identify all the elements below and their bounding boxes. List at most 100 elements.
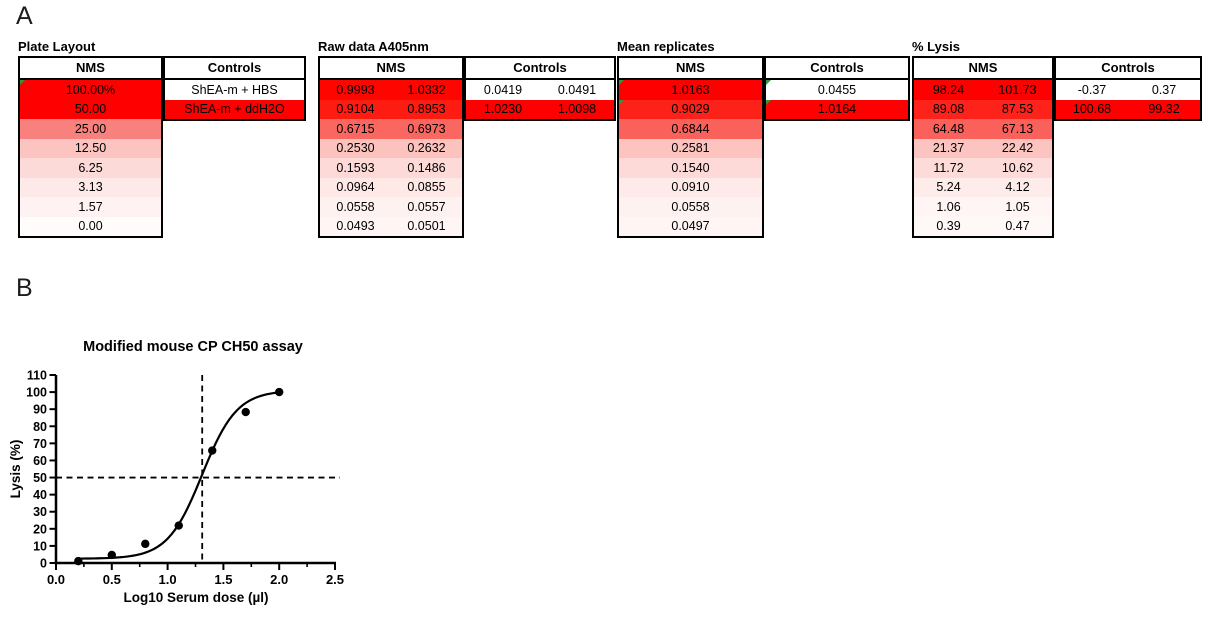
table-cell: 0.6973: [391, 119, 462, 139]
column-header: NMS: [914, 58, 1052, 80]
table-row: 25.00: [20, 119, 161, 139]
table-block: Controls 0.0455 1.0164: [764, 56, 910, 121]
table-row: 0.0493 0.0501: [320, 216, 462, 236]
table-cell: 0.1486: [391, 158, 462, 178]
table-cell: 22.42: [983, 138, 1052, 158]
table-cell: 0.0491: [540, 80, 614, 100]
ch50-chart: Modified mouse CP CH50 assay 0 10 20 30 40 50 6…: [8, 339, 344, 605]
panel-b-label: B: [16, 274, 33, 302]
data-point: [141, 539, 150, 549]
plate-layout-table: Plate Layout NMS 100.00% 50.00 25.00 12.50 6.…: [18, 38, 306, 238]
table-cell: 0.0497: [619, 216, 762, 236]
table-row: 0.0558: [619, 197, 762, 217]
table-row: 1.06 1.05: [914, 197, 1052, 217]
table-cell: 98.24: [914, 80, 983, 100]
table-cell: 0.9029: [619, 99, 762, 119]
table-row: 0.0558 0.0557: [320, 197, 462, 217]
column-header: NMS: [320, 58, 462, 80]
table-block: NMS 1.0163 0.9029 0.6844 0.2581 0.1540 0.0910 0…: [617, 56, 764, 238]
data-point: [174, 521, 183, 530]
table-cell: 99.32: [1128, 99, 1200, 119]
table-cell: 1.0163: [619, 80, 762, 100]
table-cell: 1.0230: [466, 99, 540, 119]
table-cell: 0.0557: [391, 197, 462, 217]
table-title: Plate Layout: [18, 39, 96, 54]
table-blocks: NMS 100.00% 50.00 25.00 12.50 6.25 3.13 1.57 0.0…: [18, 56, 306, 238]
table-blocks: NMS 0.9993 1.0332 0.9104 0.8953 0.6715 0.6973 0…: [318, 56, 616, 238]
table-cell: 1.0332: [391, 80, 462, 100]
table-row: 64.48 67.13: [914, 119, 1052, 139]
x-tick-label: 1.5: [214, 572, 232, 587]
table-cell: 87.53: [983, 99, 1052, 119]
table-block: Controls 0.0419 0.0491 1.0230 1.0098: [464, 56, 616, 121]
table-cell: 0.2581: [619, 138, 762, 158]
column-header: Controls: [165, 58, 304, 80]
table-row: 0.1540: [619, 158, 762, 178]
table-cell: 1.06: [914, 197, 983, 217]
x-tick-label: 0.0: [47, 572, 65, 587]
table-cell: 89.08: [914, 99, 983, 119]
panel-a-label: A: [16, 2, 33, 30]
y-tick-label: 0: [40, 557, 47, 571]
table-row: 0.0910: [619, 177, 762, 197]
table-cell: 4.12: [983, 177, 1052, 197]
table-row: 5.24 4.12: [914, 177, 1052, 197]
table-cell: ShEA-m + HBS: [165, 80, 304, 100]
data-point: [107, 550, 117, 560]
x-tick-label: 0.5: [103, 572, 121, 587]
x-tick-label: 2.5: [326, 572, 344, 587]
table-row: 0.2581: [619, 138, 762, 158]
table-cell: 0.1593: [320, 158, 391, 178]
table-cell: 11.72: [914, 158, 983, 178]
table-cell: 50.00: [20, 99, 161, 119]
table-cell: 0.00: [20, 216, 161, 236]
table-cell: 0.2632: [391, 138, 462, 158]
y-tick-label: 40: [33, 488, 47, 502]
x-axis-label: Log10 Serum dose (µl): [123, 590, 268, 605]
table-cell: 0.0501: [391, 216, 462, 236]
table-row: 0.9104 0.8953: [320, 99, 462, 119]
data-point: [275, 387, 284, 397]
x-tick-label: 1.0: [159, 572, 177, 587]
table-row: 98.24 101.73: [914, 80, 1052, 100]
data-point: [241, 407, 250, 417]
table-cell: 0.1540: [619, 158, 762, 178]
table-block: Controls ShEA-m + HBS ShEA-m + ddH2O: [163, 56, 306, 121]
table-blocks: NMS 1.0163 0.9029 0.6844 0.2581 0.1540 0.0910 0…: [617, 56, 910, 238]
table-cell: 3.13: [20, 177, 161, 197]
table-cell: 0.2530: [320, 138, 391, 158]
y-axis-label: Lysis (%): [8, 440, 23, 499]
table-cell: 0.9104: [320, 99, 391, 119]
table-row: 0.0964 0.0855: [320, 177, 462, 197]
table-row: 100.00%: [20, 80, 161, 100]
table-row: 100.68 99.32: [1056, 99, 1200, 119]
table-cell: 0.6844: [619, 119, 762, 139]
percent-lysis-table: % Lysis NMS 98.24 101.73 89.08 87.53 64.48 67.…: [912, 38, 1202, 238]
table-title: % Lysis: [912, 39, 960, 54]
column-header: NMS: [619, 58, 762, 80]
table-cell: 100.00%: [20, 80, 161, 100]
table-row: 0.6715 0.6973: [320, 119, 462, 139]
table-row: 50.00: [20, 99, 161, 119]
table-row: 0.1593 0.1486: [320, 158, 462, 178]
table-cell: 0.6715: [320, 119, 391, 139]
table-row: 6.25: [20, 158, 161, 178]
table-cell: 0.8953: [391, 99, 462, 119]
table-cell: 0.0419: [466, 80, 540, 100]
table-row: 1.0164: [766, 99, 908, 119]
data-point: [74, 556, 83, 566]
table-row: 11.72 10.62: [914, 158, 1052, 178]
table-block: Controls -0.37 0.37 100.68 99.32: [1054, 56, 1202, 121]
table-row: ShEA-m + ddH2O: [165, 99, 304, 119]
table-cell: 0.0558: [619, 197, 762, 217]
table-title: Mean replicates: [617, 39, 715, 54]
y-tick-label: 100: [26, 386, 47, 400]
table-row: 3.13: [20, 177, 161, 197]
table-block: NMS 0.9993 1.0332 0.9104 0.8953 0.6715 0.6973 0…: [318, 56, 464, 238]
table-row: 0.0497: [619, 216, 762, 236]
x-tick-label: 2.0: [270, 572, 288, 587]
table-cell: 64.48: [914, 119, 983, 139]
y-tick-label: 50: [33, 471, 47, 485]
table-row: 0.00: [20, 216, 161, 236]
table-row: 89.08 87.53: [914, 99, 1052, 119]
